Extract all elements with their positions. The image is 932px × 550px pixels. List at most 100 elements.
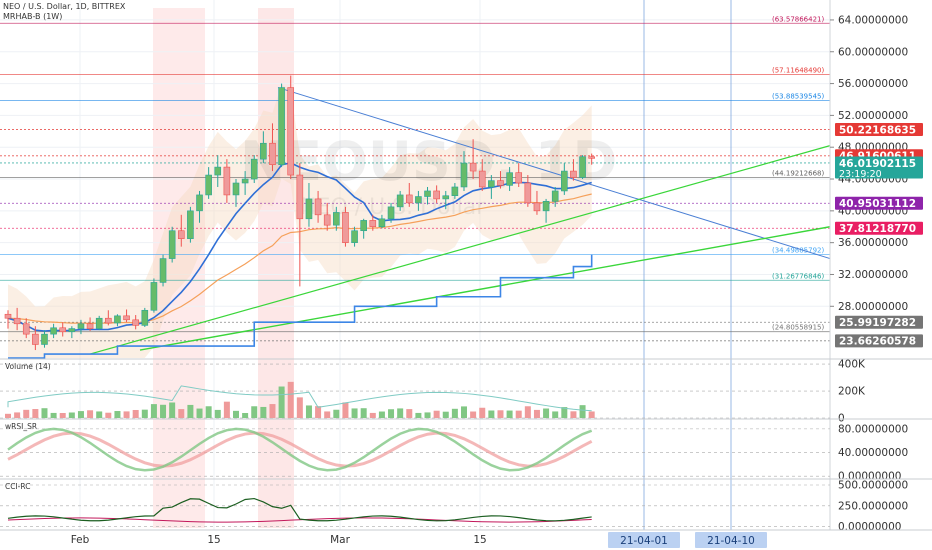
candle-body: [114, 315, 121, 324]
candle-body: [296, 174, 304, 220]
price-axis-background: [830, 0, 932, 550]
price-badge: [835, 123, 923, 137]
volume-bar: [461, 406, 467, 418]
panel-tick-label: 80.00000000: [838, 423, 908, 435]
candle-body: [141, 309, 149, 326]
volume-bar: [32, 409, 39, 418]
volume-bar: [68, 412, 75, 418]
candle-body: [588, 156, 595, 159]
candle-body: [223, 166, 231, 196]
candle-body: [168, 230, 176, 259]
candle-body: [132, 319, 139, 326]
volume-bar: [570, 411, 577, 418]
candle-body: [150, 282, 158, 311]
panel-label: Volume (14): [5, 362, 51, 371]
candle-body: [488, 180, 495, 188]
candle-body: [196, 194, 203, 212]
panel-tick-label: 0.00000000: [838, 471, 901, 483]
volume-bar: [287, 381, 294, 418]
candle-body: [424, 190, 431, 197]
candle-body: [86, 323, 94, 329]
volume-bar: [223, 401, 230, 418]
volume-bar: [77, 411, 84, 418]
volume-bar: [305, 405, 312, 418]
volume-bar: [205, 406, 212, 418]
candle-body: [13, 317, 21, 325]
volume-bar: [442, 411, 449, 418]
volume-bar: [488, 410, 495, 418]
volume-bar: [406, 409, 413, 418]
fib-level-label: (53.88539545): [772, 92, 824, 100]
panel-label: CCI-RC: [5, 482, 30, 491]
volume-bar: [342, 402, 349, 418]
volume-bar: [497, 410, 504, 418]
candle-body: [497, 180, 504, 186]
panel-tick-label: 200K: [838, 386, 866, 398]
price-tick-label: 60.00000000: [838, 46, 908, 58]
volume-average-line: [7, 385, 592, 412]
volume-bar: [150, 404, 157, 418]
indicator-title: MRHAB-B (1W): [3, 12, 63, 21]
fib-level-label: (57.11648490): [772, 67, 824, 75]
panel-tick-label: 500.0000000: [838, 480, 908, 492]
volume-bar: [552, 411, 559, 418]
volume-panel: Volume (14)400K200K0: [0, 358, 932, 425]
price-badge: [835, 156, 923, 179]
candle-body: [50, 327, 57, 335]
candle-body: [323, 214, 331, 226]
candle-body: [4, 313, 12, 319]
volume-bar: [369, 412, 376, 418]
date-badge: [608, 532, 680, 548]
volume-bar: [233, 410, 239, 418]
volume-bar: [132, 409, 139, 418]
price-badge-countdown: 23:19:20: [839, 169, 882, 180]
volume-bar: [59, 413, 66, 418]
volume-bar: [388, 409, 395, 418]
volume-bar: [187, 404, 194, 418]
volume-bar: [424, 412, 431, 418]
volume-bar: [351, 408, 358, 418]
candle-body: [387, 206, 395, 220]
volume-bar: [506, 410, 513, 418]
volume-bar: [41, 408, 48, 418]
price-badge-label: 50.22168635: [839, 124, 916, 136]
volume-bar: [14, 412, 21, 418]
volume-bar: [524, 406, 531, 418]
price-badge: [835, 334, 923, 348]
candle-body: [333, 212, 340, 226]
date-badge-label: 21-04-10: [707, 535, 755, 547]
candle-body: [177, 230, 185, 239]
volume-bar: [196, 408, 203, 418]
price-badge: [835, 221, 923, 235]
time-tick-label: Feb: [71, 534, 90, 546]
volume-bar: [269, 404, 276, 418]
candle-body: [187, 210, 194, 239]
candle-body: [542, 200, 550, 212]
fib-level-label: (31.26776846): [772, 272, 824, 280]
volume-bar: [260, 406, 267, 418]
candle-body: [415, 196, 422, 204]
volume-bar: [141, 409, 148, 418]
volume-bar: [543, 408, 550, 418]
candle-body: [32, 333, 39, 345]
volume-bar: [515, 410, 522, 418]
time-tick-label: 15: [207, 534, 220, 546]
volume-bar: [433, 410, 440, 418]
fib-level-label: (63.57866421): [772, 15, 824, 23]
price-badge: [835, 315, 923, 329]
candle-body: [123, 315, 130, 321]
volume-bar: [23, 409, 30, 418]
fib-level-label: (34.49885792): [772, 247, 824, 255]
volume-bar: [278, 386, 285, 418]
price-badge-label: 46.01902115: [839, 158, 916, 170]
candle-body: [515, 172, 523, 184]
volume-bar: [415, 412, 422, 418]
time-tick-label: Mar: [330, 534, 350, 546]
candle-body: [214, 166, 222, 176]
weekly-step-line: [8, 254, 593, 359]
highlight-zone: [258, 8, 294, 528]
volume-bar: [96, 411, 103, 418]
volume-bar: [588, 411, 595, 418]
